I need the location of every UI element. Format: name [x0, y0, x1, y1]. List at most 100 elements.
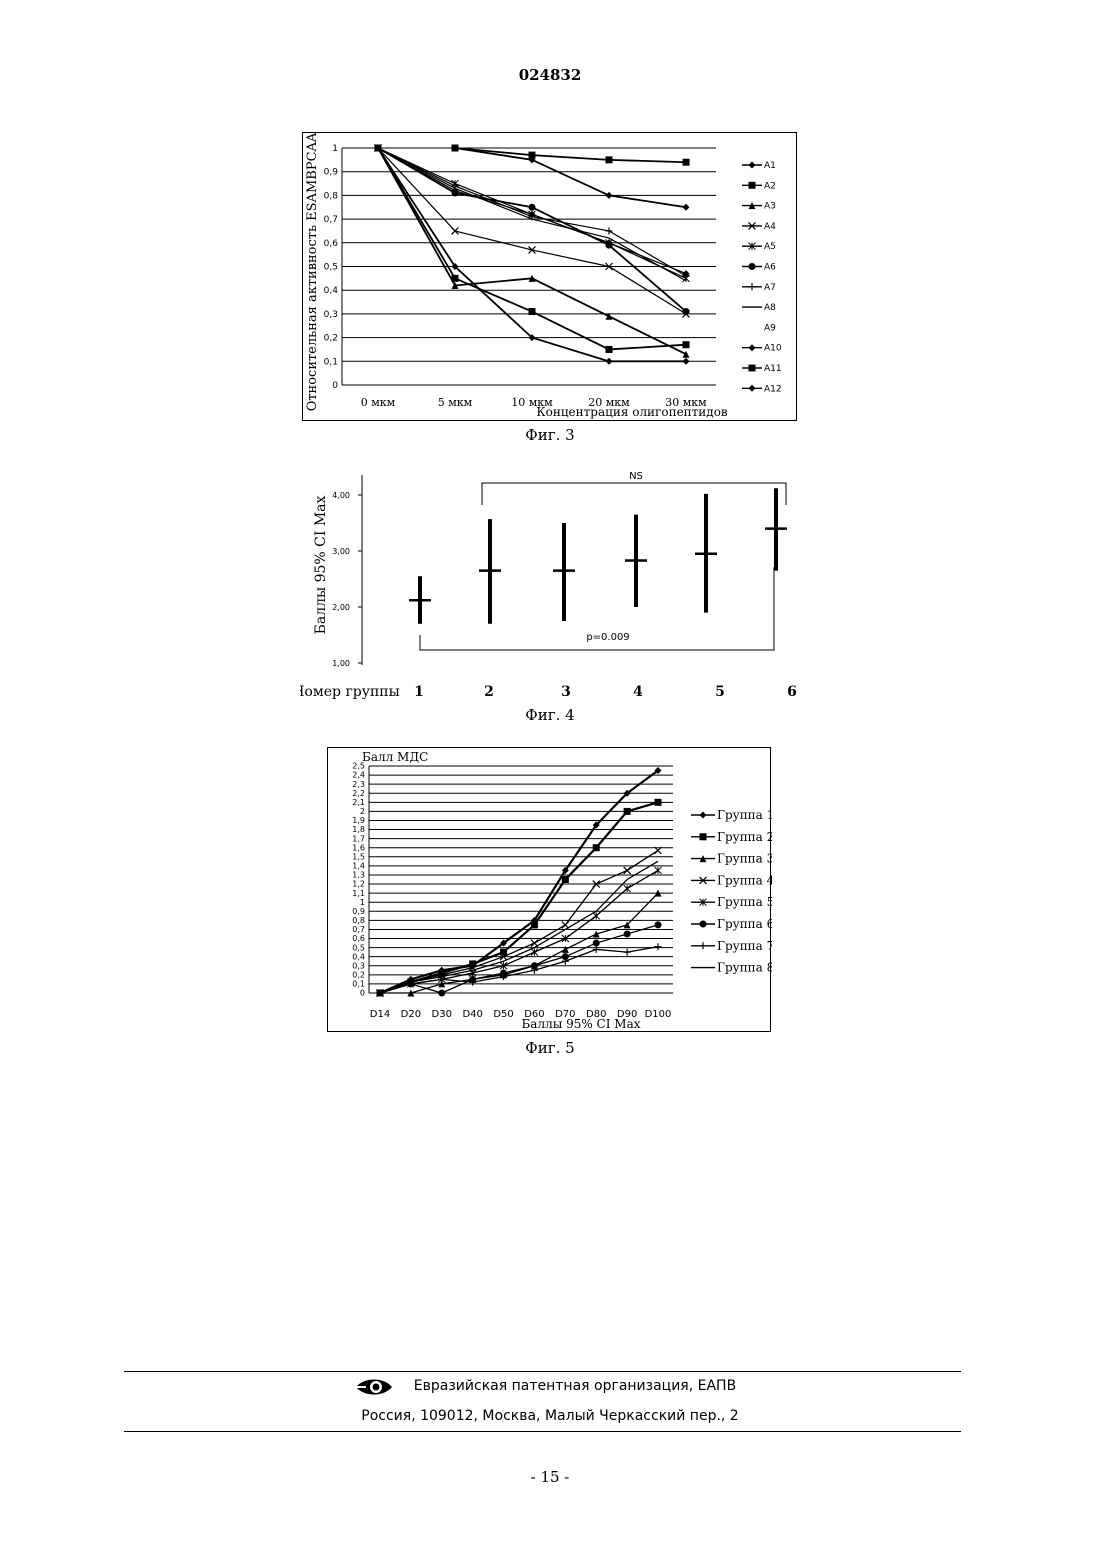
fig3-legend-label: A8 [764, 303, 776, 313]
fig5-x-tick-label: D14 [370, 1009, 390, 1020]
fig5-y-tick-label: 1,3 [352, 871, 365, 880]
fig3-legend-label: A2 [764, 181, 776, 191]
figure-3-frame [303, 133, 797, 421]
fig3-data-point [529, 308, 536, 315]
fig5-data-point [562, 876, 569, 883]
fig3-y-tick-label: 0,2 [324, 334, 338, 344]
fig5-y-tick-label: 2,3 [352, 780, 365, 789]
fig5-y-tick-label: 0,3 [352, 961, 365, 970]
fig3-legend-label: A4 [764, 222, 776, 232]
fig3-legend-label: A11 [764, 364, 782, 374]
fig5-y-tick-label: 0,6 [352, 934, 365, 943]
fig5-legend-label: Группа 8 [717, 961, 772, 975]
fig3-x-tick-label: 5 мкм [438, 396, 473, 409]
fig5-data-point [593, 940, 600, 947]
fig5-y-tick-label: 2,4 [352, 771, 365, 780]
figure-4-x-title: Номер группы [300, 684, 400, 700]
footer-address: Россия, 109012, Москва, Малый Черкасский… [0, 1408, 1100, 1424]
fig4-group-label: 6 [787, 684, 797, 700]
fig5-y-tick-label: 2 [360, 807, 365, 816]
fig3-legend-marker [749, 182, 756, 189]
fig3-legend-label: A9 [764, 323, 776, 333]
fig3-data-point [683, 341, 690, 348]
fig4-group-label: 2 [484, 684, 494, 700]
fig5-x-tick-label: D100 [645, 1009, 672, 1020]
fig5-y-tick-label: 0 [360, 989, 365, 998]
fig3-data-point [529, 204, 536, 211]
footer-org: Евразийская патентная организация, ЕАПВ [0, 1378, 1100, 1394]
fig5-data-point [593, 844, 600, 851]
fig4-y-tick-label: 3,00 [332, 547, 350, 556]
fig5-y-tick-label: 0,9 [352, 907, 365, 916]
figure-4-p-label: p=0.009 [586, 632, 629, 643]
document-number: 024832 [0, 66, 1100, 84]
fig5-legend-marker [700, 833, 707, 840]
figure-4-ns-label: NS [629, 471, 643, 482]
fig4-ns-bracket [482, 483, 786, 505]
fig5-y-tick-label: 1,7 [352, 834, 365, 843]
fig5-legend-label: Группа 1 [717, 808, 772, 822]
fig3-legend-label: A7 [764, 283, 776, 293]
fig4-group-label: 4 [633, 684, 643, 700]
fig3-x-tick-label: 0 мкм [361, 396, 396, 409]
fig3-data-point [606, 156, 613, 163]
fig4-group-label: 5 [715, 684, 725, 700]
figure-4-ylabel: Баллы 95% CI Max [313, 495, 329, 634]
fig3-legend-label: A12 [764, 384, 782, 394]
figure-4-chart: 1,002,003,004,00123456 Баллы 95% CI Max … [300, 470, 810, 705]
fig5-legend-label: Группа 3 [717, 852, 772, 866]
fig3-y-tick-label: 0,7 [324, 215, 338, 225]
figure-3-caption: Фиг. 3 [450, 426, 650, 444]
fig3-y-tick-label: 0,8 [324, 191, 339, 201]
fig3-legend-label: A10 [764, 344, 782, 354]
fig3-y-tick-label: 0,5 [324, 263, 338, 273]
fig5-y-tick-label: 2,2 [352, 789, 365, 798]
fig5-y-tick-label: 0,2 [352, 971, 365, 980]
fig5-y-tick-label: 0,5 [352, 943, 365, 952]
fig5-x-tick-label: D20 [401, 1009, 421, 1020]
figure-5-ylabel: Балл МДС [362, 750, 428, 764]
fig3-y-tick-label: 0,6 [324, 239, 339, 249]
fig5-legend-label: Группа 2 [717, 830, 772, 844]
fig4-group-label: 3 [561, 684, 571, 700]
fig3-legend-label: A5 [764, 242, 776, 252]
fig5-y-tick-label: 0,1 [352, 980, 365, 989]
fig3-data-point [452, 190, 459, 197]
fig5-legend-label: Группа 6 [717, 917, 772, 931]
fig4-y-tick-label: 1,00 [332, 659, 350, 668]
fig5-x-tick-label: D50 [493, 1009, 513, 1020]
fig5-x-tick-label: D30 [432, 1009, 452, 1020]
fig5-y-tick-label: 1,1 [352, 889, 365, 898]
fig3-y-tick-label: 0,4 [324, 286, 339, 296]
fig3-legend-marker [749, 263, 756, 270]
fig5-x-tick-label: D40 [462, 1009, 482, 1020]
figure-4-caption: Фиг. 4 [450, 706, 650, 724]
fig3-y-tick-label: 0,1 [324, 357, 338, 367]
fig5-y-tick-label: 1,2 [352, 880, 365, 889]
fig4-group-label: 1 [414, 684, 424, 700]
fig5-data-point [438, 990, 445, 997]
figure-3-ylabel: Относительная активность ESAMBPCAA [305, 132, 320, 411]
figure-3-chart: 00,10,20,30,40,50,60,70,80,910 мкм5 мкм1… [302, 132, 798, 422]
footer-top-rule [124, 1371, 961, 1372]
fig5-y-tick-label: 1,9 [352, 816, 365, 825]
fig3-data-point [606, 346, 613, 353]
fig3-data-point [683, 308, 690, 315]
fig5-data-point [655, 799, 662, 806]
fig5-data-point [624, 930, 631, 937]
fig5-data-point [531, 921, 538, 928]
fig5-legend-label: Группа 4 [717, 873, 772, 887]
fig5-legend-label: Группа 5 [717, 895, 772, 909]
fig5-y-tick-label: 1,5 [352, 852, 365, 861]
fig5-y-tick-label: 1,4 [352, 862, 365, 871]
fig5-y-tick-label: 2,1 [352, 798, 365, 807]
fig3-legend-marker [749, 365, 756, 372]
fig3-legend-label: A1 [764, 161, 776, 171]
fig4-y-tick-label: 4,00 [332, 491, 350, 500]
fig3-y-tick-label: 0,9 [324, 168, 339, 178]
fig5-data-point [624, 808, 631, 815]
fig5-y-tick-label: 0,7 [352, 925, 365, 934]
fig5-y-tick-label: 0,8 [352, 916, 365, 925]
figure-5-xlabel: Баллы 95% CI Max [521, 1017, 640, 1031]
figure-5-caption: Фиг. 5 [450, 1039, 650, 1057]
